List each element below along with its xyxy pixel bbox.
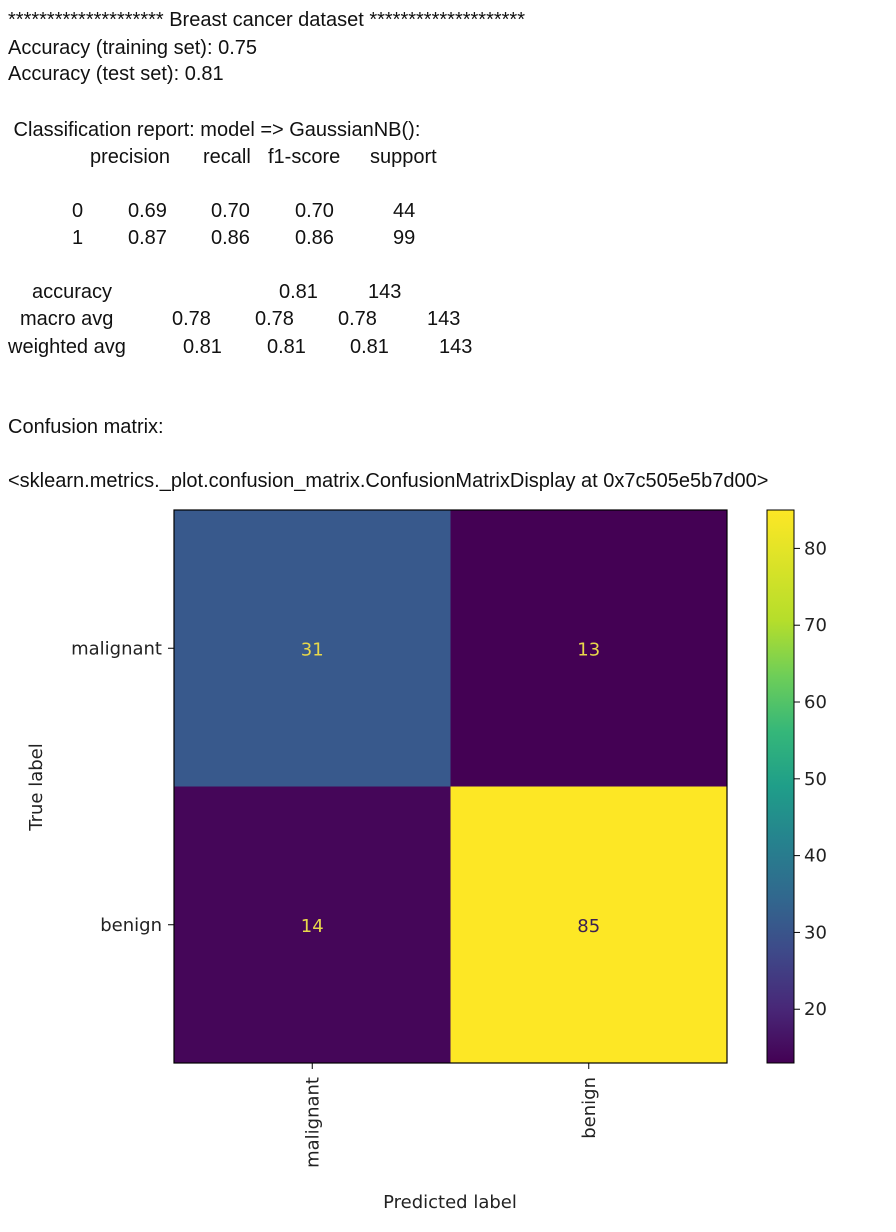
colorbar [766, 509, 795, 1064]
weighted-avg-recall: 0.81 [267, 336, 306, 358]
row-1-recall: 0.86 [211, 227, 250, 249]
col-precision: precision [90, 146, 171, 168]
x-tick-label: malignant [302, 1077, 323, 1168]
row-0-label: 0 [72, 200, 84, 222]
col-support: support [370, 146, 437, 168]
macro-avg-recall: 0.78 [255, 308, 294, 330]
weighted-avg-label: weighted avg [8, 336, 126, 358]
x-axis-ticks: malignant benign [302, 1063, 600, 1168]
dataset-title: ******************** Breast cancer datas… [8, 9, 525, 31]
row-0-precision: 0.69 [128, 200, 167, 222]
col-f1-score: f1-score [268, 146, 341, 168]
heatmap-cell [450, 510, 727, 787]
macro-avg-precision: 0.78 [172, 308, 211, 330]
row-1-precision: 0.87 [128, 227, 167, 249]
row-0-f1: 0.70 [295, 200, 334, 222]
heatmap-cell-labels: 31 13 14 85 [301, 639, 600, 937]
x-axis-label: Predicted label [383, 1192, 517, 1213]
heatmap-cell-value: 13 [577, 639, 600, 660]
colorbar-tick-label: 30 [804, 922, 827, 943]
weighted-avg-support: 143 [439, 336, 473, 358]
weighted-avg-precision: 0.81 [183, 336, 222, 358]
row-0-support: 44 [393, 200, 416, 222]
colorbar-tick-label: 80 [804, 538, 827, 559]
heatmap-cell [174, 510, 451, 787]
col-recall: recall [203, 146, 251, 168]
accuracy-label: accuracy [32, 281, 113, 303]
plot-frame [173, 509, 728, 1064]
colorbar-ticks: 20 30 40 50 60 70 80 [794, 538, 827, 1020]
accuracy-support: 143 [368, 281, 402, 303]
accuracy-training: Accuracy (training set): 0.75 [8, 37, 257, 59]
report-title: Classification report: model => Gaussian… [8, 119, 421, 141]
macro-avg-support: 143 [427, 308, 461, 330]
row-1-f1: 0.86 [295, 227, 334, 249]
heatmap-cell [174, 786, 451, 1063]
y-tick-label: benign [100, 915, 162, 936]
confusion-matrix-title: Confusion matrix: [8, 416, 164, 438]
macro-avg-label: macro avg [20, 308, 114, 330]
row-0-recall: 0.70 [211, 200, 250, 222]
x-tick-label: benign [579, 1077, 600, 1139]
macro-avg-f1: 0.78 [338, 308, 377, 330]
heatmap-cell-value: 85 [577, 916, 600, 937]
heatmap-cell [450, 786, 727, 1063]
colorbar-tick-label: 20 [804, 999, 827, 1020]
colorbar-tick-label: 70 [804, 615, 827, 636]
row-1-label: 1 [72, 227, 84, 249]
heatmap-cell-value: 31 [301, 639, 324, 660]
accuracy-f1: 0.81 [279, 281, 318, 303]
row-1-support: 99 [393, 227, 416, 249]
y-axis-label: True label [26, 743, 47, 832]
heatmap-cell-value: 14 [301, 916, 324, 937]
colorbar-tick-label: 40 [804, 846, 827, 867]
y-tick-label: malignant [71, 638, 162, 659]
heatmap-cells [174, 510, 727, 1063]
display-repr: <sklearn.metrics._plot.confusion_matrix.… [8, 470, 769, 492]
y-axis-ticks: malignant benign [71, 638, 174, 936]
colorbar-tick-label: 60 [804, 692, 827, 713]
weighted-avg-f1: 0.81 [350, 336, 389, 358]
accuracy-test: Accuracy (test set): 0.81 [8, 63, 224, 85]
colorbar-tick-label: 50 [804, 769, 827, 790]
